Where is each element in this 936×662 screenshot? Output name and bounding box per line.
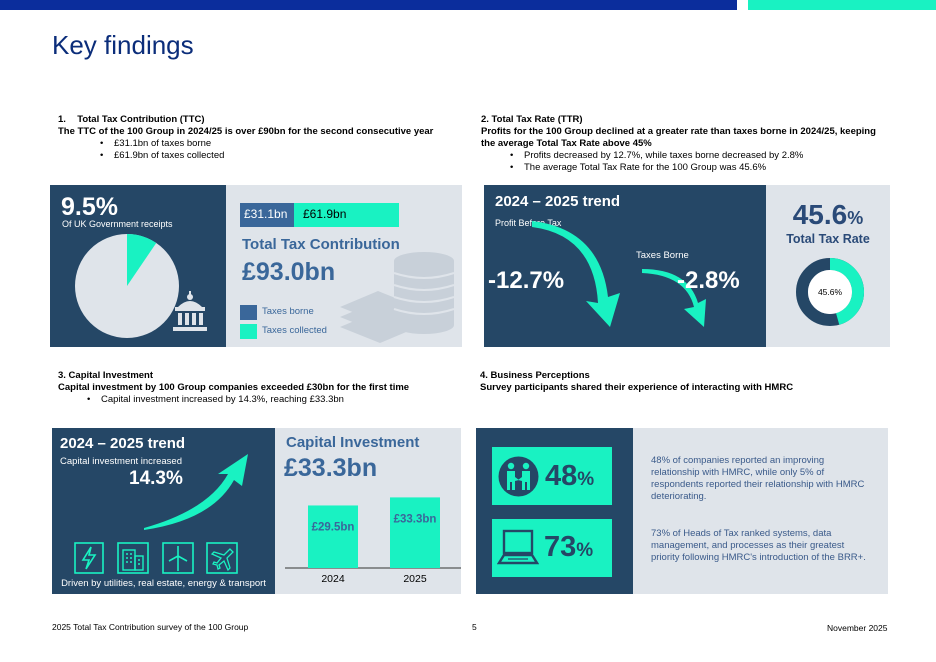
perceptions-stats-panel: 48% 73% <box>476 428 633 594</box>
section2-summary: Profits for the 100 Group declined at a … <box>481 126 876 149</box>
ttr-trend-panel: 2024 – 2025 trend Profit Before Tax -12.… <box>484 185 766 347</box>
stat1-text: 48% of companies reported an improving r… <box>651 455 865 502</box>
stat1-card: 48% <box>492 447 612 505</box>
ttc-share-pie <box>75 234 179 338</box>
footer-source: 2025 Total Tax Contribution survey of th… <box>52 622 249 632</box>
up-arrow-icon <box>144 454 248 530</box>
section3-heading: 3. Capital Investment <box>58 370 154 381</box>
x-tick-label: 2024 <box>321 573 345 585</box>
capex-sectors-label: Driven by utilities, real estate, energy… <box>61 578 266 589</box>
capex-chart-title: Capital Investment <box>286 434 420 451</box>
capex-bar-value-label: £29.5bn <box>312 521 355 533</box>
ttc-title: Total Tax Contribution <box>242 236 400 253</box>
capex-bar <box>308 505 358 568</box>
section2-bullet: The average Total Tax Rate for the 100 G… <box>510 162 881 174</box>
footer-date: November 2025 <box>827 623 888 633</box>
capex-bar-value-label: £33.3bn <box>394 513 437 525</box>
ttc-share-label: Of UK Government receipts <box>62 219 173 229</box>
handshake-icon <box>498 456 539 497</box>
section4-heading: 4. Business Perceptions <box>480 370 590 381</box>
section1-summary: The TTC of the 100 Group in 2024/25 is o… <box>58 126 434 137</box>
airplane-icon <box>206 542 238 574</box>
stat1-value: 48 <box>545 460 578 492</box>
section1-heading: Total Tax Contribution (TTC) <box>77 114 205 125</box>
x-tick-label: 2025 <box>403 573 427 585</box>
section2-heading: 2. Total Tax Rate (TTR) <box>481 114 583 125</box>
utilities-icon <box>74 542 104 574</box>
legend-borne: Taxes borne <box>262 306 314 317</box>
legend-swatch-collected <box>240 324 257 339</box>
section2-text: 2. Total Tax Rate (TTR) Profits for the … <box>481 114 881 174</box>
section2-bullet: Profits decreased by 12.7%, while taxes … <box>510 150 881 162</box>
laptop-icon <box>497 529 539 565</box>
section1-bullet: £61.9bn of taxes collected <box>100 150 468 162</box>
legend-swatch-borne <box>240 305 257 320</box>
pbt-down-arrow-icon <box>532 221 620 327</box>
capex-chart-panel: Capital Investment £33.3bn £29.5bn 2024 £3… <box>275 428 461 594</box>
ttr-donut <box>796 258 864 326</box>
section3-text: 3. Capital Investment Capital investment… <box>58 370 468 406</box>
legend-collected: Taxes collected <box>262 325 327 336</box>
pie-share-slice <box>127 234 157 286</box>
ttr-trend-title: 2024 – 2025 trend <box>495 193 621 210</box>
section4-text: 4. Business Perceptions Survey participa… <box>480 370 890 394</box>
footer-page-number: 5 <box>472 622 477 632</box>
collected-bar: £61.9bn <box>294 203 399 227</box>
pbt-label: Profit Before Tax <box>495 218 562 228</box>
tb-value: -2.8% <box>677 267 740 294</box>
capex-bar <box>390 497 440 568</box>
ttr-label: Total Tax Rate <box>786 232 870 246</box>
donut-share-arc <box>829 258 864 325</box>
perceptions-text-panel: 48% of companies reported an improving r… <box>633 428 888 594</box>
capex-trend-title: 2024 – 2025 trend <box>60 435 186 452</box>
section1-text: 1. Total Tax Contribution (TTC) The TTC … <box>58 114 468 162</box>
ttr-value-panel: 45.6% Total Tax Rate 45.6% <box>766 185 890 347</box>
wind-turbine-icon <box>162 542 194 574</box>
borne-bar: £31.1bn <box>240 203 294 227</box>
borne-bar-label: £31.1bn <box>244 207 288 221</box>
stat2-unit: % <box>576 540 594 561</box>
top-accent-bar-teal <box>748 0 936 10</box>
stat1-value-wrap: 48% <box>545 460 594 493</box>
donut-label: 45.6% <box>817 287 843 297</box>
government-building-icon <box>173 291 207 331</box>
stat2-value: 73 <box>544 531 577 563</box>
coins-icon <box>340 252 455 343</box>
capex-trend-panel: 2024 – 2025 trend Capital investment inc… <box>52 428 275 594</box>
pbt-value: -12.7% <box>488 267 565 294</box>
ttr-value-wrap: 45.6% <box>766 199 890 231</box>
page-title: Key findings <box>52 30 194 60</box>
section3-bullet: Capital investment increased by 14.3%, r… <box>87 394 468 406</box>
stat1-unit: % <box>577 469 595 490</box>
ttc-value: £93.0bn <box>242 258 336 286</box>
real-estate-icon <box>117 542 149 574</box>
capex-bar-chart: £29.5bn 2024 £33.3bn 2025 <box>285 497 461 585</box>
section1-bullet: £31.1bn of taxes borne <box>100 138 468 150</box>
top-accent-bar <box>0 0 737 10</box>
ttr-value: 45.6 <box>792 199 848 230</box>
tb-label: Taxes Borne <box>636 250 689 261</box>
ttc-share-pct: 9.5% <box>61 193 118 221</box>
capex-increase-label: Capital investment increased <box>60 456 182 467</box>
stat2-card: 73% <box>492 519 612 577</box>
stat2-value-wrap: 73% <box>544 531 593 564</box>
section1-number: 1. <box>58 114 66 125</box>
capex-chart-value: £33.3bn <box>284 454 378 482</box>
tb-down-arrow-icon <box>642 269 706 327</box>
capex-increase-value: 14.3% <box>129 468 183 489</box>
stat2-text: 73% of Heads of Tax ranked systems, data… <box>651 528 866 563</box>
ttc-total-panel: £31.1bn £61.9bn Total Tax Contribution £… <box>226 185 462 347</box>
trend-arrows <box>532 221 706 327</box>
section3-summary: Capital investment by 100 Group companie… <box>58 382 410 393</box>
section4-summary: Survey participants shared their experie… <box>480 382 794 393</box>
collected-bar-label: £61.9bn <box>303 207 347 221</box>
ttc-share-panel: 9.5% Of UK Government receipts <box>50 185 226 347</box>
ttr-unit: % <box>847 208 864 228</box>
